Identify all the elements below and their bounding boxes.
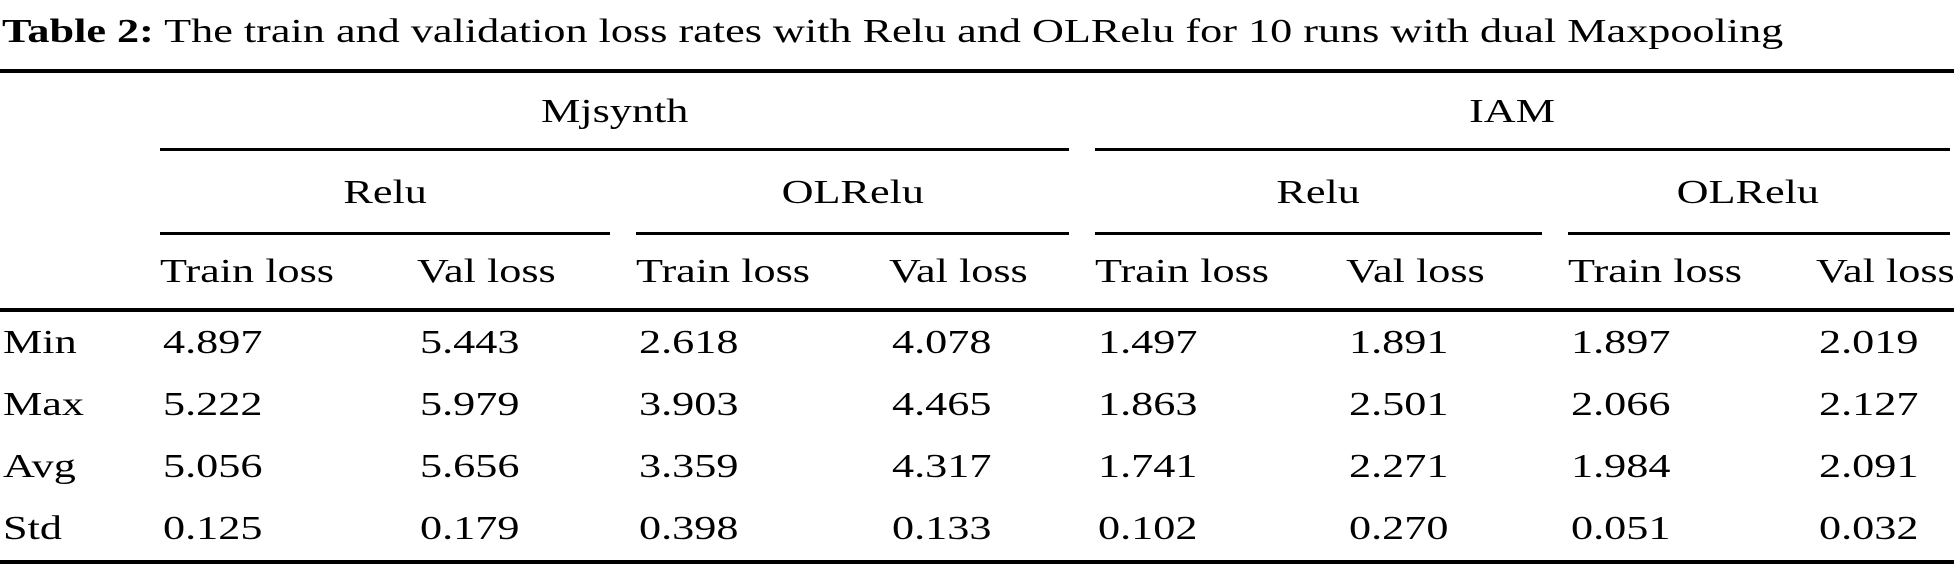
table-cell: 0.102	[1098, 510, 1198, 547]
table-cell: 1.497	[1098, 324, 1198, 361]
col-header-train-loss: Train loss	[160, 235, 417, 312]
subgroup-header-row: Relu OLRelu Relu OLRelu	[0, 151, 1954, 235]
table-cell: 5.056	[163, 448, 263, 485]
table-cell: 5.222	[163, 386, 263, 423]
table-cell: 1.863	[1098, 386, 1198, 423]
table-cell: 4.897	[163, 324, 263, 361]
table-cell: 5.443	[420, 324, 520, 361]
table-cell: 0.133	[892, 510, 992, 547]
table-row-std: Std 0.125 0.179 0.398 0.133 0.102 0.270 …	[0, 498, 1954, 562]
row-label: Std	[3, 510, 62, 547]
col-header-train-loss: Train loss	[636, 235, 889, 312]
table-cell: 3.903	[639, 386, 739, 423]
table-cell: 1.984	[1571, 448, 1671, 485]
col-header-val-loss: Val loss	[1816, 235, 1954, 312]
table-cell: 4.317	[892, 448, 992, 485]
results-table: Mjsynth IAM Relu OLRelu Relu OLRelu Trai…	[0, 69, 1954, 564]
table-cell: 1.891	[1349, 324, 1449, 361]
table-cell: 2.127	[1819, 386, 1919, 423]
group-header-iam: IAM	[1095, 71, 1954, 151]
col-header-val-loss: Val loss	[417, 235, 636, 312]
table-cell: 5.979	[420, 386, 520, 423]
table-cell: 0.032	[1819, 510, 1919, 547]
column-header-row: Train loss Val loss Train loss Val loss …	[0, 235, 1954, 312]
stub-cell	[0, 71, 160, 151]
table-row-avg: Avg 5.056 5.656 3.359 4.317 1.741 2.271 …	[0, 436, 1954, 498]
table-caption-text: The train and validation loss rates with…	[164, 13, 1784, 50]
table-row-max: Max 5.222 5.979 3.903 4.465 1.863 2.501 …	[0, 374, 1954, 436]
col-header-train-loss: Train loss	[1568, 235, 1817, 312]
table-cell: 1.741	[1098, 448, 1198, 485]
table-cell: 0.398	[639, 510, 739, 547]
table-cell: 5.656	[420, 448, 520, 485]
table-cell: 0.270	[1349, 510, 1449, 547]
table-cell: 3.359	[639, 448, 739, 485]
subgroup-header-mjsynth-olrelu: OLRelu	[636, 151, 1095, 235]
table-caption-number: Table 2:	[2, 13, 154, 50]
subgroup-header-mjsynth-relu: Relu	[160, 151, 636, 235]
table-cell: 2.019	[1819, 324, 1919, 361]
col-header-train-loss: Train loss	[1095, 235, 1347, 312]
subgroup-header-iam-olrelu: OLRelu	[1568, 151, 1954, 235]
row-label: Min	[3, 324, 77, 361]
table-cell: 0.051	[1571, 510, 1671, 547]
table-row-min: Min 4.897 5.443 2.618 4.078 1.497 1.891 …	[0, 310, 1954, 374]
row-label: Max	[3, 386, 85, 423]
row-label: Avg	[3, 448, 76, 485]
table-cell: 0.125	[163, 510, 263, 547]
stub-cell	[0, 235, 160, 312]
table-cell: 4.078	[892, 324, 992, 361]
table-cell: 2.271	[1349, 448, 1449, 485]
col-header-val-loss: Val loss	[889, 235, 1096, 312]
stub-cell	[0, 151, 160, 235]
table-cell: 0.179	[420, 510, 520, 547]
col-header-val-loss: Val loss	[1346, 235, 1569, 312]
table-caption: Table 2: The train and validation loss r…	[0, 0, 1954, 57]
table-cell: 2.066	[1571, 386, 1671, 423]
group-header-mjsynth: Mjsynth	[160, 71, 1095, 151]
table-cell: 4.465	[892, 386, 992, 423]
table-cell: 2.091	[1819, 448, 1919, 485]
table-cell: 2.501	[1349, 386, 1449, 423]
group-header-row: Mjsynth IAM	[0, 71, 1954, 151]
table-cell: 1.897	[1571, 324, 1671, 361]
table-cell: 2.618	[639, 324, 739, 361]
subgroup-header-iam-relu: Relu	[1095, 151, 1568, 235]
